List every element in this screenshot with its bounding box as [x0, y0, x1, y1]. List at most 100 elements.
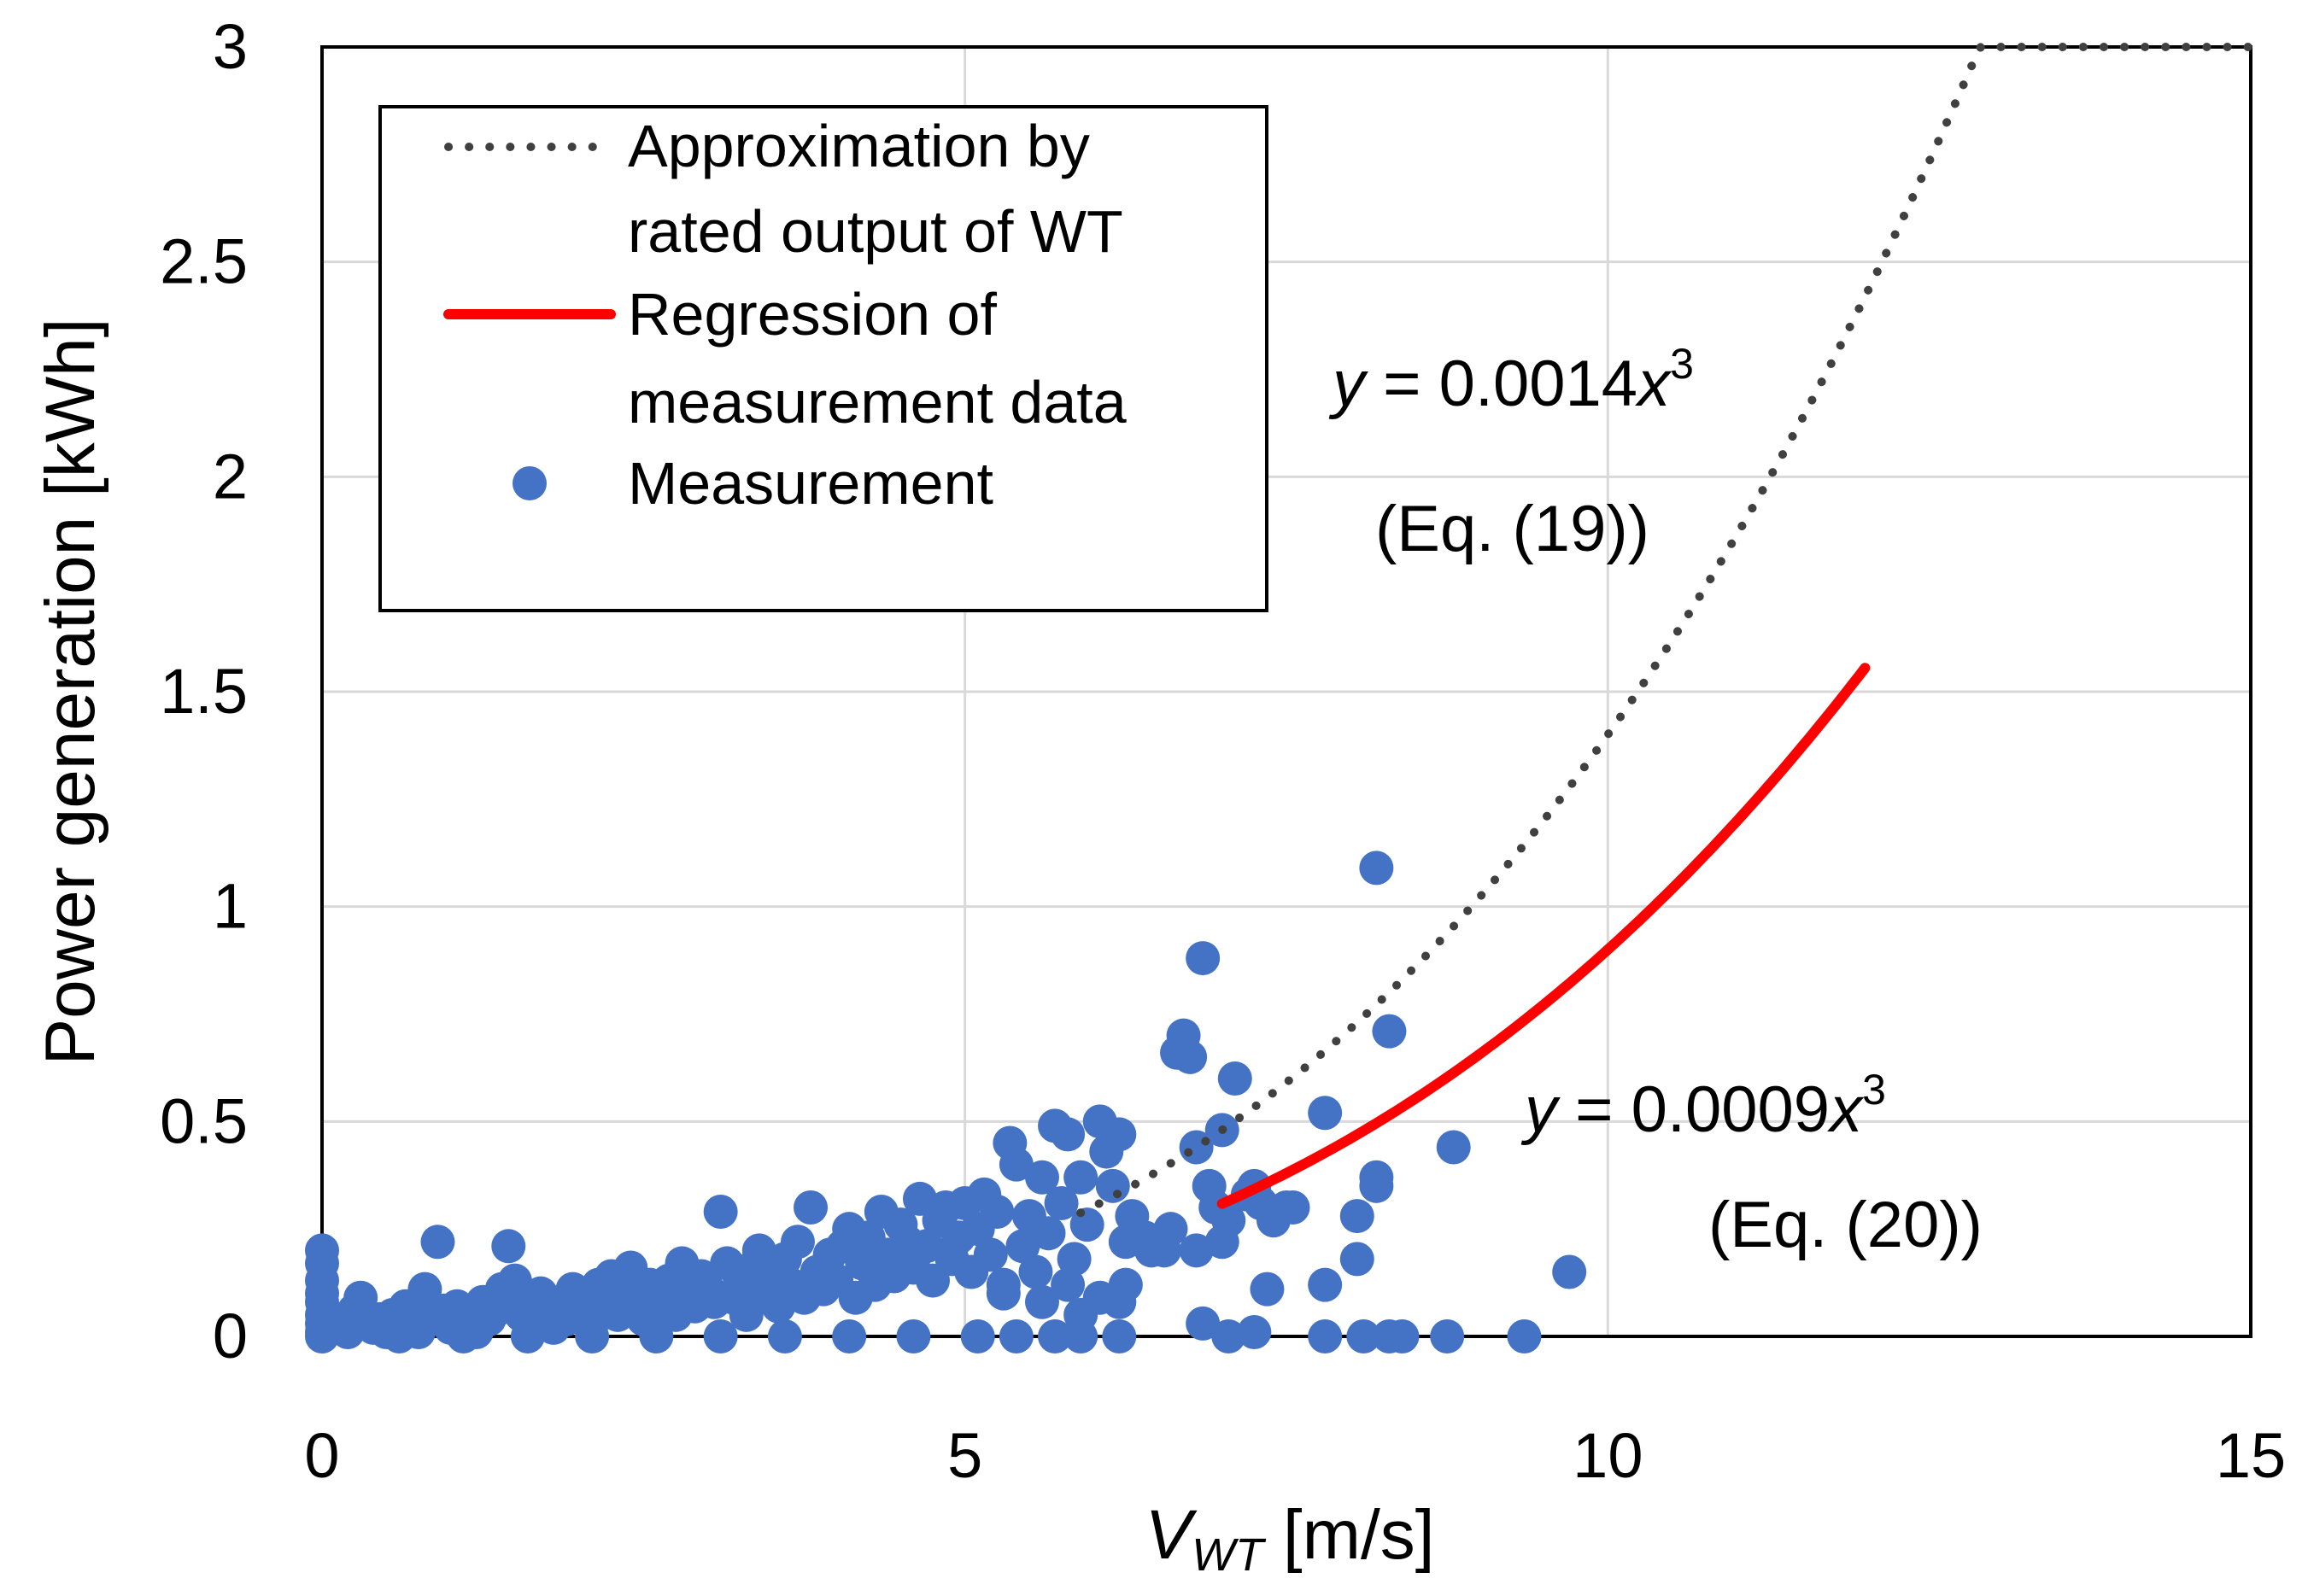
measurement-point-102 — [909, 1229, 944, 1264]
y-tick-label-2: 1 — [213, 871, 248, 942]
measurement-point-194 — [1133, 1233, 1169, 1268]
measurement-point-121 — [1031, 1216, 1066, 1251]
equation-20-ref: (Eq. (20)) — [1708, 1189, 1983, 1261]
measurement-point-195 — [1179, 1233, 1214, 1268]
y-axis-title: Power generation [kWh] — [32, 318, 109, 1065]
measurement-point-169 — [703, 1319, 738, 1353]
measurement-point-160 — [1359, 851, 1394, 886]
measurement-point-139 — [1173, 1039, 1208, 1074]
measurement-point-185 — [1430, 1319, 1465, 1353]
measurement-point-163 — [1552, 1254, 1587, 1289]
measurement-point-127 — [1069, 1207, 1104, 1242]
measurement-point-126 — [1063, 1160, 1098, 1195]
eq20-exp: 3 — [1862, 1066, 1886, 1114]
eq19-y: y — [1328, 348, 1368, 420]
measurement-point-112 — [973, 1237, 1008, 1272]
x-axis-title-sub: WT — [1192, 1529, 1267, 1581]
x-axis-title-var: V — [1145, 1496, 1198, 1574]
measurement-point-26 — [420, 1225, 455, 1260]
x-axis-title-unit: [m/s] — [1263, 1496, 1434, 1574]
measurement-point-187 — [1024, 1284, 1059, 1319]
measurement-point-193 — [1108, 1267, 1143, 1302]
measurement-point-146 — [1217, 1061, 1252, 1096]
y-tick-label-6: 3 — [213, 11, 248, 82]
measurement-point-130 — [1095, 1168, 1130, 1203]
measurement-point-179 — [1211, 1319, 1246, 1353]
eq19-x: x — [1634, 348, 1672, 420]
measurement-point-117 — [1005, 1229, 1040, 1264]
measurement-point-175 — [1038, 1319, 1073, 1353]
measurement-point-155 — [1308, 1267, 1343, 1302]
y-tick-labels: 0 0.5 1 1.5 2 2.5 3 — [160, 11, 248, 1371]
measurement-point-37 — [491, 1229, 526, 1264]
approximation-dotted-line — [1076, 43, 2255, 1218]
eq19-exp: 3 — [1670, 340, 1694, 388]
measurement-point-188 — [986, 1276, 1021, 1311]
measurement-point-150 — [1250, 1272, 1285, 1307]
measurement-point-182 — [1346, 1319, 1381, 1353]
measurement-points — [305, 851, 1587, 1353]
measurement-point-119 — [1018, 1254, 1053, 1289]
measurement-point-173 — [960, 1319, 995, 1353]
legend-measurement-marker — [513, 466, 547, 500]
x-tick-label-0: 0 — [304, 1420, 339, 1491]
measurement-point-171 — [832, 1319, 867, 1353]
eq20-y: y — [1520, 1073, 1561, 1146]
x-tick-label-2: 10 — [1573, 1420, 1643, 1491]
measurement-point-159 — [1359, 1168, 1394, 1203]
measurement-point-161 — [1372, 1014, 1407, 1049]
measurement-point-165 — [446, 1319, 481, 1353]
measurement-point-120 — [1024, 1160, 1059, 1195]
x-tick-label-1: 5 — [947, 1420, 982, 1491]
measurement-point-168 — [639, 1319, 674, 1353]
eq19-body: = 0.0014 — [1365, 348, 1637, 420]
measurement-point-180 — [1237, 1314, 1272, 1349]
measurement-point-166 — [510, 1319, 545, 1353]
plot-area-frame — [320, 45, 2252, 1338]
measurement-point-154 — [1308, 1096, 1343, 1131]
measurement-point-116 — [999, 1147, 1034, 1182]
measurement-point-186 — [1507, 1319, 1542, 1353]
legend-regression-line1: Regression of — [628, 281, 997, 348]
legend-approximation-line2: rated output of WT — [628, 198, 1123, 265]
equation-20: y = 0.0009x3 — [1520, 1066, 1886, 1146]
y-tick-label-0: 0 — [213, 1301, 248, 1371]
measurement-point-113 — [980, 1195, 1015, 1230]
legend-measurement-label: Measurement — [628, 450, 993, 517]
measurement-point-153 — [1275, 1190, 1310, 1225]
y-tick-label-4: 2 — [213, 441, 248, 512]
equation-19-ref: (Eq. (19)) — [1375, 493, 1649, 565]
regression-line — [1216, 663, 1871, 1209]
x-axis-title: VWT [m/s] — [1145, 1496, 1434, 1581]
legend-approximation-line1: Approximation by — [628, 113, 1090, 179]
legend: Approximation by rated output of WT Regr… — [378, 105, 1268, 612]
measurement-point-189 — [1051, 1267, 1086, 1302]
measurement-point-124 — [1051, 1117, 1086, 1152]
measurement-point-156 — [1339, 1199, 1374, 1234]
measurement-point-170 — [767, 1319, 802, 1353]
measurement-point-162 — [1436, 1130, 1471, 1165]
measurement-point-167 — [575, 1319, 610, 1353]
legend-regression-line2: measurement data — [628, 369, 1127, 436]
measurement-point-84 — [794, 1190, 829, 1225]
measurement-point-123 — [1044, 1185, 1079, 1220]
y-tick-label-1: 0.5 — [160, 1085, 248, 1156]
measurement-point-164 — [382, 1319, 417, 1353]
eq20-body: = 0.0009 — [1557, 1073, 1830, 1146]
measurement-point-82 — [780, 1225, 815, 1260]
measurement-point-131 — [1102, 1117, 1137, 1152]
measurement-point-174 — [999, 1319, 1034, 1353]
y-tick-label-5: 2.5 — [160, 226, 248, 297]
measurement-point-125 — [1057, 1242, 1092, 1277]
x-tick-label-3: 15 — [2216, 1420, 2286, 1491]
x-tick-labels: 0 5 10 15 — [304, 1420, 2286, 1491]
measurement-point-196 — [1204, 1225, 1239, 1260]
measurement-point-184 — [1385, 1319, 1420, 1353]
y-tick-label-3: 1.5 — [160, 656, 248, 727]
measurement-point-181 — [1308, 1319, 1343, 1353]
equation-19: y = 0.0014x3 — [1328, 340, 1694, 420]
legend-box — [378, 105, 1268, 612]
measurement-point-70 — [703, 1195, 738, 1230]
